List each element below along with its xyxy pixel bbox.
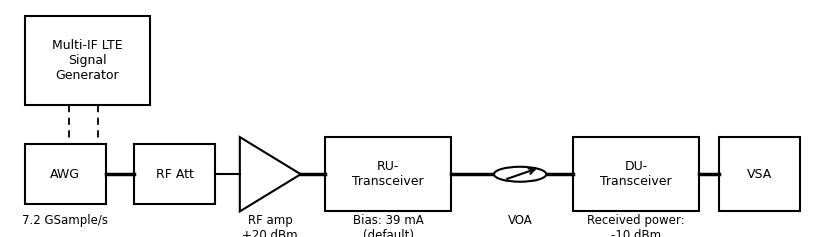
Text: Bias: 39 mA
(default): Bias: 39 mA (default) [353,214,423,237]
Text: DU-
Transceiver: DU- Transceiver [599,160,671,188]
Text: RF Att: RF Att [156,168,194,181]
Text: VOA: VOA [507,214,532,227]
Text: AWG: AWG [51,168,80,181]
Bar [719,137,799,211]
Polygon shape [239,137,301,211]
Bar [572,137,698,211]
Bar [325,137,450,211]
Text: RF amp
+20 dBm: RF amp +20 dBm [242,214,297,237]
Text: VSA: VSA [746,168,772,181]
Bar [25,144,106,205]
Bar [25,16,151,105]
Text: Multi-IF LTE
Signal
Generator: Multi-IF LTE Signal Generator [52,39,123,82]
Text: Received power:
-10 dBm: Received power: -10 dBm [587,214,684,237]
Text: 7.2 GSample/s: 7.2 GSample/s [22,214,108,227]
Text: RU-
Transceiver: RU- Transceiver [352,160,423,188]
Bar [134,144,215,205]
Circle shape [493,167,546,182]
